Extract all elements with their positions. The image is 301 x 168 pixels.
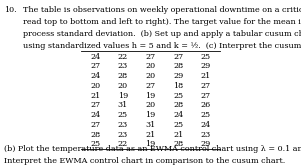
Text: 25: 25 [173, 92, 183, 100]
Text: 27: 27 [173, 53, 183, 61]
Text: 27: 27 [145, 82, 156, 90]
Text: 25: 25 [201, 53, 211, 61]
Text: 24: 24 [173, 111, 183, 119]
Text: 20: 20 [118, 82, 128, 90]
Text: 24: 24 [90, 72, 100, 80]
Text: 21: 21 [90, 92, 100, 100]
Text: 23: 23 [201, 131, 211, 139]
Text: 28: 28 [173, 62, 183, 70]
Text: 24: 24 [90, 111, 100, 119]
Text: 23: 23 [118, 131, 128, 139]
Text: 27: 27 [90, 101, 100, 109]
Text: 25: 25 [173, 121, 183, 129]
Text: read top to bottom and left to right). The target value for the mean is 25.  (a): read top to bottom and left to right). T… [23, 18, 301, 26]
Text: 28: 28 [118, 72, 128, 80]
Text: 19: 19 [145, 140, 156, 148]
Text: 31: 31 [118, 101, 128, 109]
Text: 10.: 10. [4, 6, 17, 14]
Text: 29: 29 [201, 140, 211, 148]
Text: 20: 20 [145, 72, 156, 80]
Text: 26: 26 [201, 101, 211, 109]
Text: Interpret the EWMA control chart in comparison to the cusum chart.: Interpret the EWMA control chart in comp… [4, 157, 285, 165]
Text: 24: 24 [201, 121, 211, 129]
Text: 21: 21 [145, 131, 156, 139]
Text: 27: 27 [201, 92, 211, 100]
Text: 19: 19 [145, 111, 156, 119]
Text: 27: 27 [90, 121, 100, 129]
Text: 25: 25 [201, 111, 211, 119]
Text: 28: 28 [173, 140, 183, 148]
Text: 19: 19 [145, 92, 156, 100]
Text: 28: 28 [90, 131, 100, 139]
Text: 24: 24 [90, 53, 100, 61]
Text: 18: 18 [173, 82, 183, 90]
Text: 20: 20 [90, 82, 100, 90]
Text: 25: 25 [90, 140, 100, 148]
Text: 21: 21 [173, 131, 183, 139]
Text: The table is observations on weekly operational downtime on a critical equipment: The table is observations on weekly oper… [23, 6, 301, 14]
Text: using standardized values h = 5 and k = ½.  (c) Interpret the cusum chart.: using standardized values h = 5 and k = … [23, 42, 301, 50]
Text: 29: 29 [173, 72, 183, 80]
Text: 22: 22 [118, 140, 128, 148]
Text: (b) Plot the temperature data as an EWMA control chart using λ = 0.1 and L = 2.7: (b) Plot the temperature data as an EWMA… [4, 145, 301, 153]
Text: 28: 28 [173, 101, 183, 109]
Text: 23: 23 [118, 62, 128, 70]
Text: 20: 20 [145, 62, 156, 70]
Text: 21: 21 [201, 72, 211, 80]
Text: 29: 29 [201, 62, 211, 70]
Text: 22: 22 [118, 53, 128, 61]
Text: 20: 20 [145, 101, 156, 109]
Text: 19: 19 [118, 92, 128, 100]
Text: 27: 27 [145, 53, 156, 61]
Text: 23: 23 [118, 121, 128, 129]
Text: 31: 31 [145, 121, 156, 129]
Text: process standard deviation.  (b) Set up and apply a tabular cusum chart for this: process standard deviation. (b) Set up a… [23, 30, 301, 38]
Text: 27: 27 [201, 82, 211, 90]
Text: 27: 27 [90, 62, 100, 70]
Text: 25: 25 [118, 111, 128, 119]
